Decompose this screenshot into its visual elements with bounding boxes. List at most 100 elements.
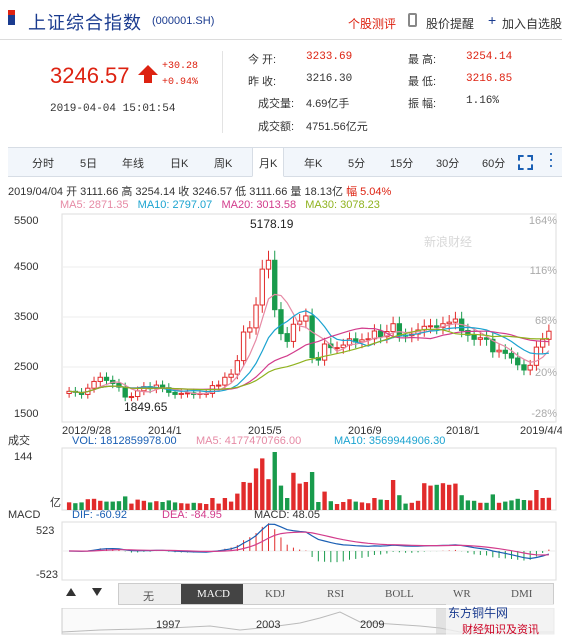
tab-yearly-k[interactable]: 年K bbox=[304, 158, 323, 170]
candle-body bbox=[546, 330, 552, 340]
volume-bar bbox=[478, 502, 483, 510]
amplitude-label: 振 幅: bbox=[408, 98, 437, 110]
amplitude-value: 1.16% bbox=[466, 95, 500, 107]
volume-bar bbox=[147, 502, 153, 510]
indicator-none[interactable]: 无 bbox=[143, 591, 154, 603]
info-date: 2019/04/04 bbox=[8, 186, 64, 198]
volume-bar bbox=[166, 500, 171, 510]
scroll-left-button[interactable] bbox=[66, 588, 76, 596]
volume-bar bbox=[185, 503, 190, 510]
year-1997: 1997 bbox=[156, 619, 180, 631]
candle-body bbox=[290, 323, 297, 342]
y-label-5500: 5500 bbox=[14, 215, 38, 227]
candle-body bbox=[128, 396, 135, 399]
indicator-boll[interactable]: BOLL bbox=[385, 588, 414, 600]
year-2003: 2003 bbox=[256, 619, 280, 631]
fullscreen-icon[interactable] bbox=[518, 155, 533, 170]
candle-body bbox=[278, 309, 284, 335]
vol-unit-label: 亿 bbox=[50, 496, 61, 509]
tab-5min[interactable]: 5分 bbox=[348, 158, 366, 170]
price-alert-link[interactable]: 股价提醒 bbox=[426, 17, 475, 31]
indicator-kdj[interactable]: KDJ bbox=[265, 588, 286, 600]
review-link[interactable]: 个股测评 bbox=[348, 17, 397, 31]
x-label-2014: 2014/1 bbox=[148, 425, 182, 437]
tab-monthly-k[interactable]: 月K bbox=[252, 147, 285, 177]
tab-30min[interactable]: 30分 bbox=[436, 158, 460, 170]
candle-body bbox=[539, 338, 546, 348]
volume-bar bbox=[372, 498, 377, 510]
ma20-line bbox=[69, 327, 549, 394]
indicator-dmi[interactable]: DMI bbox=[511, 588, 533, 600]
volume-bar bbox=[309, 472, 315, 510]
ma10-line bbox=[69, 310, 549, 394]
divider bbox=[222, 51, 223, 133]
vol-value: VOL: 1812859978.00 bbox=[72, 435, 177, 447]
volume-bar bbox=[266, 479, 271, 510]
indicator-macd[interactable]: MACD bbox=[181, 584, 243, 604]
candle-body bbox=[334, 347, 340, 350]
tab-intraday[interactable]: 分时 bbox=[32, 158, 54, 170]
ma20-value: MA20: 3013.58 bbox=[221, 199, 297, 211]
candle-body bbox=[309, 315, 315, 359]
candle-body bbox=[508, 352, 515, 359]
tab-60min[interactable]: 60分 bbox=[482, 158, 506, 170]
volume-bar bbox=[216, 503, 221, 510]
candle-body bbox=[247, 327, 253, 333]
candle-body bbox=[91, 380, 97, 389]
volume-bar bbox=[160, 502, 165, 510]
indicator-wr[interactable]: WR bbox=[453, 588, 471, 600]
info-amplitude: 幅 5.04% bbox=[346, 186, 392, 198]
scroll-right-button[interactable] bbox=[92, 588, 102, 596]
add-watchlist-link[interactable]: 加入自选股 bbox=[502, 17, 562, 31]
indicator-rsi[interactable]: RSI bbox=[327, 588, 345, 600]
high-label: 最 高: bbox=[408, 54, 437, 66]
volume-bar bbox=[465, 500, 471, 510]
more-menu-icon[interactable]: · · · bbox=[548, 143, 554, 175]
volume-bar bbox=[334, 504, 340, 510]
volume-bar bbox=[403, 503, 408, 510]
candle-body bbox=[284, 333, 290, 342]
ma10-value: MA10: 2797.07 bbox=[137, 199, 213, 211]
kline-chart[interactable]: 5500 4500 3500 2500 1500 164% 116% 68% 2… bbox=[0, 208, 562, 638]
vol-ma5: MA5: 4177470766.00 bbox=[196, 435, 301, 447]
ma5-value: MA5: 2871.35 bbox=[60, 199, 129, 211]
price-panel-frame bbox=[61, 213, 557, 423]
volume-bar bbox=[366, 503, 371, 510]
candle-body bbox=[359, 339, 365, 343]
candle-body bbox=[340, 344, 346, 349]
volume-bar bbox=[123, 496, 128, 510]
volume-bar bbox=[471, 500, 477, 510]
ma-lines bbox=[69, 293, 550, 395]
volume-bar bbox=[278, 485, 284, 510]
tab-5day[interactable]: 5日 bbox=[80, 158, 98, 170]
volume-bar bbox=[291, 472, 296, 510]
vol-ma10: MA10: 3569944906.30 bbox=[334, 435, 445, 447]
volume-bar bbox=[104, 501, 109, 510]
index-code: (000001.SH) bbox=[152, 15, 215, 27]
candle-body bbox=[103, 376, 110, 381]
volume-bar bbox=[521, 500, 527, 510]
price-change: +30.28 bbox=[162, 61, 199, 72]
volume-panel-frame bbox=[61, 447, 557, 511]
candle-body bbox=[172, 391, 178, 395]
x-label-2018: 2018/1 bbox=[446, 425, 480, 437]
logo-flag-icon bbox=[8, 10, 15, 25]
tab-15min[interactable]: 15分 bbox=[390, 158, 414, 170]
volume-bar bbox=[378, 499, 383, 510]
ma-legend: MA5: 2871.35 MA10: 2797.07 MA20: 3013.58… bbox=[60, 199, 380, 211]
info-open: 开 3111.66 bbox=[66, 186, 119, 198]
volume-bar bbox=[253, 468, 259, 510]
candle-body bbox=[303, 315, 309, 322]
y-pct-20: 20% bbox=[535, 367, 557, 379]
candle-body bbox=[272, 259, 278, 311]
volume-bar bbox=[353, 501, 358, 510]
candle-body bbox=[396, 323, 403, 336]
volume-bar bbox=[129, 503, 134, 510]
tab-weekly-k[interactable]: 周K bbox=[214, 158, 233, 170]
candle-body bbox=[452, 318, 459, 323]
candle-body bbox=[477, 337, 484, 340]
candle-body bbox=[496, 349, 502, 353]
tab-year-line[interactable]: 年线 bbox=[122, 158, 144, 170]
dif-line bbox=[69, 523, 550, 560]
tab-daily-k[interactable]: 日K bbox=[170, 158, 189, 170]
